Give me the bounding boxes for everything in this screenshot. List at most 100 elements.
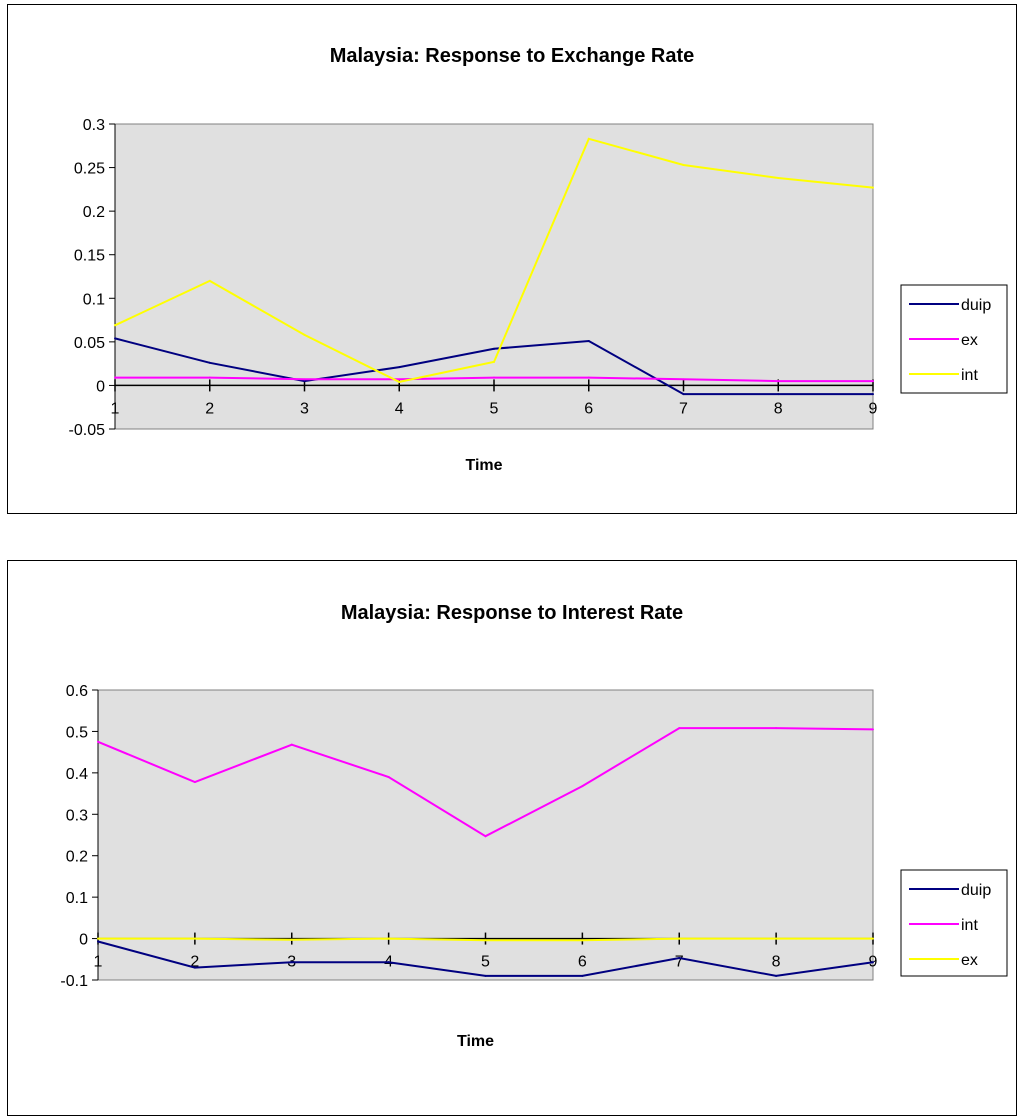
legend-label-int: int bbox=[961, 367, 978, 384]
data-point-duip bbox=[398, 366, 401, 369]
data-point-int bbox=[114, 324, 116, 327]
data-point-int bbox=[682, 163, 685, 166]
x-tick-label: 3 bbox=[300, 400, 309, 417]
y-tick-label: 0.5 bbox=[66, 724, 88, 741]
x-tick-label: 8 bbox=[774, 400, 783, 417]
data-point-duip bbox=[193, 966, 196, 969]
data-point-ex bbox=[872, 937, 874, 940]
data-point-duip bbox=[484, 974, 487, 977]
data-point-int bbox=[398, 380, 401, 383]
data-point-duip bbox=[678, 957, 681, 960]
y-tick-label: 0.2 bbox=[83, 204, 105, 221]
data-point-ex bbox=[777, 380, 780, 383]
x-tick-label: 9 bbox=[869, 400, 878, 417]
data-point-ex bbox=[208, 376, 211, 379]
legend-label-duip: duip bbox=[961, 297, 991, 314]
y-tick-label: 0.3 bbox=[66, 807, 88, 824]
data-point-duip bbox=[777, 393, 780, 396]
y-tick-label: 0 bbox=[79, 932, 88, 949]
x-tick-label: 6 bbox=[578, 954, 587, 971]
data-point-ex bbox=[114, 376, 116, 379]
legend-label-duip: duip bbox=[961, 882, 991, 899]
data-point-ex bbox=[398, 378, 401, 381]
data-point-ex bbox=[97, 937, 99, 940]
data-point-ex bbox=[387, 937, 390, 940]
y-tick-label: 0.05 bbox=[74, 335, 105, 352]
data-point-duip bbox=[114, 337, 116, 340]
data-point-int bbox=[678, 727, 681, 730]
data-point-int bbox=[208, 279, 211, 282]
x-tick-label: 5 bbox=[490, 400, 499, 417]
data-point-int bbox=[97, 740, 99, 743]
x-tick-label: 7 bbox=[679, 400, 688, 417]
data-point-ex bbox=[775, 937, 778, 940]
x-tick-label: 8 bbox=[772, 954, 781, 971]
data-point-ex bbox=[678, 937, 681, 940]
x-tick-label: 2 bbox=[190, 954, 199, 971]
data-point-ex bbox=[303, 378, 306, 381]
chart-title: Malaysia: Response to Interest Rate bbox=[341, 602, 683, 624]
legend-label-ex: ex bbox=[961, 952, 978, 969]
legend-label-ex: ex bbox=[961, 332, 978, 349]
data-point-int bbox=[493, 360, 495, 363]
x-axis-label: Time bbox=[465, 457, 502, 474]
data-point-duip bbox=[682, 393, 685, 396]
data-point-duip bbox=[872, 393, 874, 396]
data-point-duip bbox=[303, 380, 306, 383]
data-point-ex bbox=[587, 376, 590, 379]
data-point-duip bbox=[581, 974, 584, 977]
data-point-int bbox=[484, 835, 487, 838]
x-axis-label: Time bbox=[457, 1033, 494, 1050]
x-tick-label: 4 bbox=[395, 400, 404, 417]
data-point-ex bbox=[872, 380, 874, 383]
y-tick-label: 0.4 bbox=[66, 766, 88, 783]
y-tick-label: 0.25 bbox=[74, 161, 105, 178]
y-tick-label: 0.6 bbox=[66, 683, 88, 700]
data-point-ex bbox=[682, 378, 685, 381]
chart-interest-rate-svg: Malaysia: Response to Interest Rate 0.6 0.… bbox=[60, 602, 1008, 1050]
data-point-ex bbox=[493, 376, 495, 379]
y-tick-label: -0.05 bbox=[69, 422, 106, 439]
y-tick-label: 0.15 bbox=[74, 248, 105, 265]
data-point-duip bbox=[587, 339, 590, 342]
legend-label-int: int bbox=[961, 917, 978, 934]
x-tick-label: 2 bbox=[205, 400, 214, 417]
x-tick-label: 5 bbox=[481, 954, 490, 971]
y-tick-label: 0.3 bbox=[83, 117, 105, 134]
x-tick-label: 7 bbox=[675, 954, 684, 971]
chart-exchange-rate: Malaysia: Response to Exchange Rate 0.3 0.… bbox=[7, 4, 1017, 514]
data-point-int bbox=[303, 333, 306, 336]
data-point-int bbox=[872, 186, 874, 189]
y-tick-label: 0 bbox=[96, 378, 105, 395]
data-point-duip bbox=[387, 961, 390, 964]
chart-exchange-rate-svg: Malaysia: Response to Exchange Rate 0.3 0.… bbox=[69, 45, 1008, 474]
plot-area bbox=[97, 689, 874, 981]
chart-title: Malaysia: Response to Exchange Rate bbox=[330, 45, 695, 67]
chart-interest-rate: Malaysia: Response to Interest Rate 0.6 0.… bbox=[7, 560, 1017, 1116]
data-point-duip bbox=[290, 961, 293, 964]
x-tick-label: 1 bbox=[94, 954, 103, 971]
data-point-duip bbox=[493, 347, 495, 350]
data-point-int bbox=[387, 776, 390, 778]
x-tick-label: 6 bbox=[584, 400, 593, 417]
data-point-int bbox=[581, 785, 584, 788]
data-point-ex bbox=[290, 938, 293, 941]
data-point-ex bbox=[484, 939, 487, 942]
data-point-duip bbox=[97, 940, 99, 943]
data-point-ex bbox=[193, 937, 196, 940]
data-point-duip bbox=[872, 961, 874, 964]
data-point-int bbox=[872, 728, 874, 731]
y-tick-label: -0.1 bbox=[60, 973, 88, 990]
data-point-duip bbox=[208, 361, 211, 364]
y-tick-label: 0.1 bbox=[83, 291, 105, 308]
data-point-int bbox=[193, 780, 196, 783]
data-point-int bbox=[777, 177, 780, 180]
data-point-duip bbox=[775, 974, 778, 977]
data-point-ex bbox=[581, 939, 584, 942]
y-tick-label: 0.2 bbox=[66, 849, 88, 866]
data-point-int bbox=[775, 727, 778, 730]
y-tick-label: 0.1 bbox=[66, 890, 88, 907]
data-point-int bbox=[587, 137, 590, 140]
x-tick-label: 1 bbox=[111, 400, 120, 417]
data-point-int bbox=[290, 743, 293, 746]
